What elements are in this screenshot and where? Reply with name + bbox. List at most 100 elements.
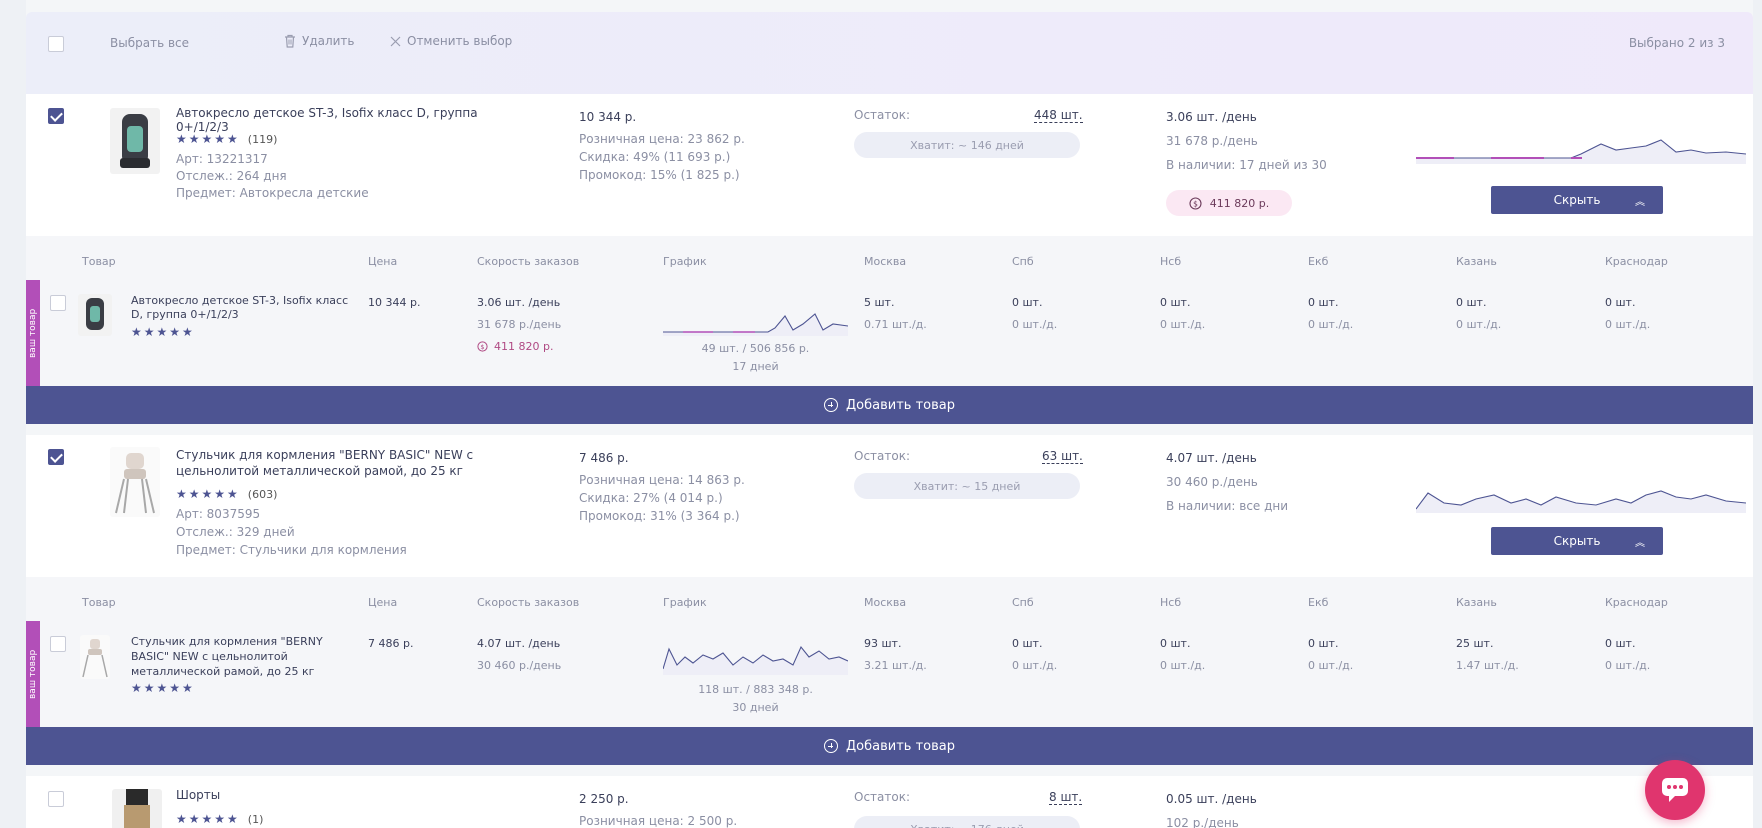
row-kazan: 0 шт. bbox=[1456, 296, 1487, 309]
row-nsb-day: 0 шт./д. bbox=[1160, 659, 1206, 672]
close-icon bbox=[390, 36, 401, 46]
product-checkbox[interactable] bbox=[48, 108, 64, 124]
price: 10 344 р. bbox=[579, 110, 637, 124]
row-order-speed: 3.06 шт. /день bbox=[477, 296, 561, 309]
row-spb: 0 шт. bbox=[1012, 296, 1043, 309]
select-all-label[interactable]: Выбрать все bbox=[110, 36, 190, 50]
col-header-krasnodar: Краснодар bbox=[1605, 596, 1668, 609]
add-product-button[interactable]: Добавить товар bbox=[26, 386, 1753, 424]
trash-icon bbox=[285, 34, 295, 48]
col-header-ekb: Екб bbox=[1308, 596, 1329, 609]
enough-days-pill: Хватит: ~ 146 дней bbox=[854, 132, 1080, 158]
hide-button[interactable]: Скрыть ︽ bbox=[1491, 186, 1663, 214]
row-rating-stars: ★★★★★ bbox=[131, 681, 195, 695]
row-ekb-day: 0 шт./д. bbox=[1308, 659, 1354, 672]
row-order-speed: 4.07 шт. /день bbox=[477, 637, 561, 650]
revenue-per-day: 31 678 р./день bbox=[1166, 134, 1258, 148]
stock-value[interactable]: 8 шт. bbox=[1049, 790, 1083, 805]
revenue-total-pill: $ 411 820 р. bbox=[1166, 190, 1292, 216]
rating: ★★★★★ (119) bbox=[176, 132, 277, 146]
row-chart-caption: 49 шт. / 506 856 р. bbox=[701, 342, 810, 355]
coin-icon: $ bbox=[477, 341, 488, 352]
row-kazan-day: 1.47 шт./д. bbox=[1456, 659, 1519, 672]
col-header-krasnodar: Краснодар bbox=[1605, 255, 1668, 268]
competitor-table: Товар Цена Скорость заказов График Москв… bbox=[26, 236, 1753, 386]
row-kazan-day: 0 шт./д. bbox=[1456, 318, 1502, 331]
row-krasnodar: 0 шт. bbox=[1605, 296, 1636, 309]
product-card: Стульчик для кормления "BERNY BASIC" NEW… bbox=[26, 435, 1753, 577]
col-header-price: Цена bbox=[368, 255, 398, 268]
stock-value[interactable]: 448 шт. bbox=[1034, 108, 1083, 123]
rating: ★★★★★ (603) bbox=[176, 487, 277, 501]
promo: Промокод: 31% (3 364 р.) bbox=[579, 509, 740, 523]
sales-sparkline bbox=[1416, 139, 1746, 164]
row-product-image bbox=[80, 635, 110, 679]
row-krasnodar: 0 шт. bbox=[1605, 637, 1636, 650]
row-rating-stars: ★★★★★ bbox=[131, 325, 195, 339]
review-count: (603) bbox=[247, 487, 278, 501]
sales-sparkline bbox=[1416, 490, 1746, 513]
hide-button[interactable]: Скрыть ︽ bbox=[1491, 527, 1663, 555]
your-product-tag: ваш товар bbox=[26, 621, 40, 727]
page: Выбрать все Удалить Отменить выбор Выбра… bbox=[26, 0, 1753, 828]
row-chart-days: 30 дней bbox=[732, 701, 779, 714]
col-header-nsb: Нсб bbox=[1160, 255, 1182, 268]
order-speed: 3.06 шт. /день bbox=[1166, 110, 1257, 124]
row-moscow-day: 3.21 шт./д. bbox=[864, 659, 927, 672]
stock-label: Остаток: bbox=[854, 790, 911, 804]
row-product-title[interactable]: Автокресло детское ST-3, Isofix класс D,… bbox=[131, 294, 349, 321]
row-price: 7 486 р. bbox=[368, 637, 414, 650]
row-checkbox[interactable] bbox=[50, 636, 66, 652]
row-ekb: 0 шт. bbox=[1308, 296, 1339, 309]
availability: В наличии: 17 дней из 30 bbox=[1166, 158, 1327, 172]
col-header-moscow: Москва bbox=[864, 255, 907, 268]
col-header-chart: График bbox=[663, 596, 707, 609]
product-checkbox[interactable] bbox=[48, 791, 64, 807]
row-sales-sparkline bbox=[663, 313, 848, 336]
col-header-kazan: Казань bbox=[1456, 596, 1497, 609]
cancel-selection-button[interactable]: Отменить выбор bbox=[390, 34, 512, 48]
col-header-kazan: Казань bbox=[1456, 255, 1497, 268]
delete-button[interactable]: Удалить bbox=[284, 34, 355, 48]
discount: Скидка: 27% (4 014 р.) bbox=[579, 491, 723, 505]
add-product-button[interactable]: Добавить товар bbox=[26, 727, 1753, 765]
row-revenue-total: $ 411 820 р. bbox=[477, 340, 553, 353]
chat-bubble-icon bbox=[1662, 778, 1688, 802]
revenue-total: 411 820 р. bbox=[1209, 196, 1270, 210]
cancel-selection-label: Отменить выбор bbox=[407, 34, 513, 48]
row-product-title[interactable]: Стульчик для кормления "BERNY BASIC" NEW… bbox=[131, 635, 323, 678]
col-header-spb: Спб bbox=[1012, 596, 1034, 609]
tracked-days: Отслеж.: 264 дня bbox=[176, 169, 287, 183]
product-title[interactable]: Шорты bbox=[176, 788, 221, 802]
row-moscow: 93 шт. bbox=[864, 637, 902, 650]
chevron-up-icon: ︽ bbox=[1635, 538, 1645, 549]
row-chart-caption: 118 шт. / 883 348 р. bbox=[698, 683, 813, 696]
product-title[interactable]: Автокресло детское ST-3, Isofix класс D,… bbox=[176, 106, 478, 134]
product-checkbox[interactable] bbox=[48, 449, 64, 465]
stock-value[interactable]: 63 шт. bbox=[1042, 449, 1083, 464]
rating-stars: ★★★★★ bbox=[176, 487, 240, 501]
col-header-order-speed: Скорость заказов bbox=[477, 255, 580, 268]
revenue-per-day: 102 р./день bbox=[1166, 816, 1239, 828]
col-header-ekb: Екб bbox=[1308, 255, 1329, 268]
row-sales-sparkline bbox=[663, 645, 848, 675]
row-product-image bbox=[78, 294, 112, 336]
product-card: Автокресло детское ST-3, Isofix класс D,… bbox=[26, 94, 1753, 236]
chevron-up-icon: ︽ bbox=[1635, 197, 1645, 208]
product-article: Арт: 8037595 bbox=[176, 507, 261, 521]
select-all-checkbox[interactable] bbox=[48, 36, 64, 52]
row-krasnodar-day: 0 шт./д. bbox=[1605, 318, 1651, 331]
product-title[interactable]: Стульчик для кормления "BERNY BASIC" NEW… bbox=[176, 448, 474, 478]
col-header-nsb: Нсб bbox=[1160, 596, 1182, 609]
row-checkbox[interactable] bbox=[50, 295, 66, 311]
retail-price: Розничная цена: 14 863 р. bbox=[579, 473, 745, 487]
plus-circle-icon bbox=[824, 398, 838, 412]
coin-icon: $ bbox=[1189, 196, 1202, 210]
row-spb-day: 0 шт./д. bbox=[1012, 659, 1058, 672]
row-revenue-day: 30 460 р./день bbox=[477, 659, 562, 672]
col-header-price: Цена bbox=[368, 596, 398, 609]
chat-button[interactable] bbox=[1645, 760, 1705, 820]
retail-price: Розничная цена: 2 500 р. bbox=[579, 814, 738, 828]
row-moscow-day: 0.71 шт./д. bbox=[864, 318, 927, 331]
plus-circle-icon bbox=[824, 739, 838, 753]
